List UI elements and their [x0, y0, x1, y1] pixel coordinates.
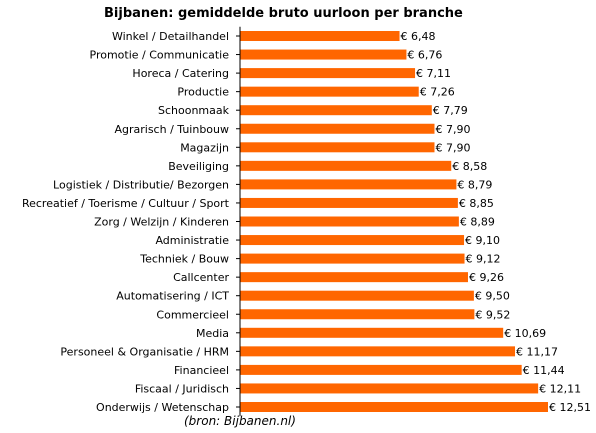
- bar: [240, 364, 522, 375]
- value-label: € 7,90: [436, 141, 471, 154]
- bar: [240, 216, 459, 227]
- value-label: € 9,52: [475, 308, 510, 321]
- bar: [240, 346, 516, 357]
- value-label: € 12,51: [549, 401, 591, 414]
- bar: [240, 253, 465, 264]
- category-label: Personeel & Organisatie / HRM: [60, 345, 229, 358]
- category-label: Recreatief / Toerisme / Cultuur / Sport: [22, 197, 230, 210]
- category-label: Winkel / Detailhandel: [112, 30, 229, 43]
- category-label: Automatisering / ICT: [116, 290, 229, 303]
- bar: [240, 49, 407, 60]
- chart-title: Bijbanen: gemiddelde bruto uurloon per b…: [104, 6, 463, 21]
- value-label: € 11,44: [523, 364, 565, 377]
- bar: [240, 383, 539, 394]
- bar: [240, 142, 435, 153]
- category-label: Callcenter: [173, 271, 229, 284]
- category-label: Financieel: [174, 364, 229, 377]
- category-label: Magazijn: [180, 141, 229, 154]
- bar: [240, 123, 435, 134]
- category-label: Beveiliging: [168, 160, 229, 173]
- category-label: Techniek / Bouw: [139, 253, 229, 266]
- bar: [240, 235, 465, 246]
- value-label: € 8,85: [459, 197, 494, 210]
- category-label: Agrarisch / Tuinbouw: [114, 123, 229, 136]
- category-label: Promotie / Communicatie: [90, 49, 230, 62]
- value-label: € 12,11: [539, 382, 581, 395]
- value-label: € 9,26: [469, 271, 504, 284]
- category-label: Onderwijs / Wetenschap: [96, 401, 229, 414]
- bar: [240, 290, 474, 301]
- bar: [240, 309, 475, 320]
- value-label: € 9,50: [475, 290, 510, 303]
- category-label: Horeca / Catering: [132, 67, 229, 80]
- bar: [240, 402, 548, 412]
- category-label: Logistiek / Distributie/ Bezorgen: [53, 178, 229, 191]
- category-label: Productie: [177, 86, 229, 99]
- bar: [240, 160, 452, 171]
- category-label: Schoonmaak: [158, 104, 230, 117]
- category-label: Media: [196, 327, 229, 340]
- value-label: € 7,26: [420, 86, 455, 99]
- bar: [240, 68, 416, 79]
- chart-source: (bron: Bijbanen.nl): [184, 414, 296, 428]
- bar: [240, 86, 419, 97]
- value-label: € 7,79: [433, 104, 468, 117]
- value-label: € 10,69: [504, 327, 546, 340]
- bar: [240, 179, 457, 190]
- category-label: Commercieel: [156, 308, 229, 321]
- value-label: € 7,11: [416, 67, 451, 80]
- category-label: Fiscaal / Juridisch: [135, 382, 229, 395]
- category-label: Administratie: [155, 234, 229, 247]
- value-label: € 6,48: [401, 30, 436, 43]
- value-label: € 9,10: [465, 234, 500, 247]
- bar: [240, 197, 458, 208]
- category-label: Zorg / Welzijn / Kinderen: [94, 216, 229, 229]
- bar: [240, 327, 504, 338]
- value-label: € 6,76: [407, 49, 442, 62]
- bar: [240, 105, 432, 116]
- value-label: € 8,58: [452, 160, 487, 173]
- value-label: € 11,17: [516, 345, 558, 358]
- value-label: € 7,90: [436, 123, 471, 136]
- value-label: € 8,89: [460, 216, 495, 229]
- bar: [240, 272, 468, 283]
- value-label: € 9,12: [466, 253, 501, 266]
- value-label: € 8,79: [457, 178, 492, 191]
- bar: [240, 31, 400, 41]
